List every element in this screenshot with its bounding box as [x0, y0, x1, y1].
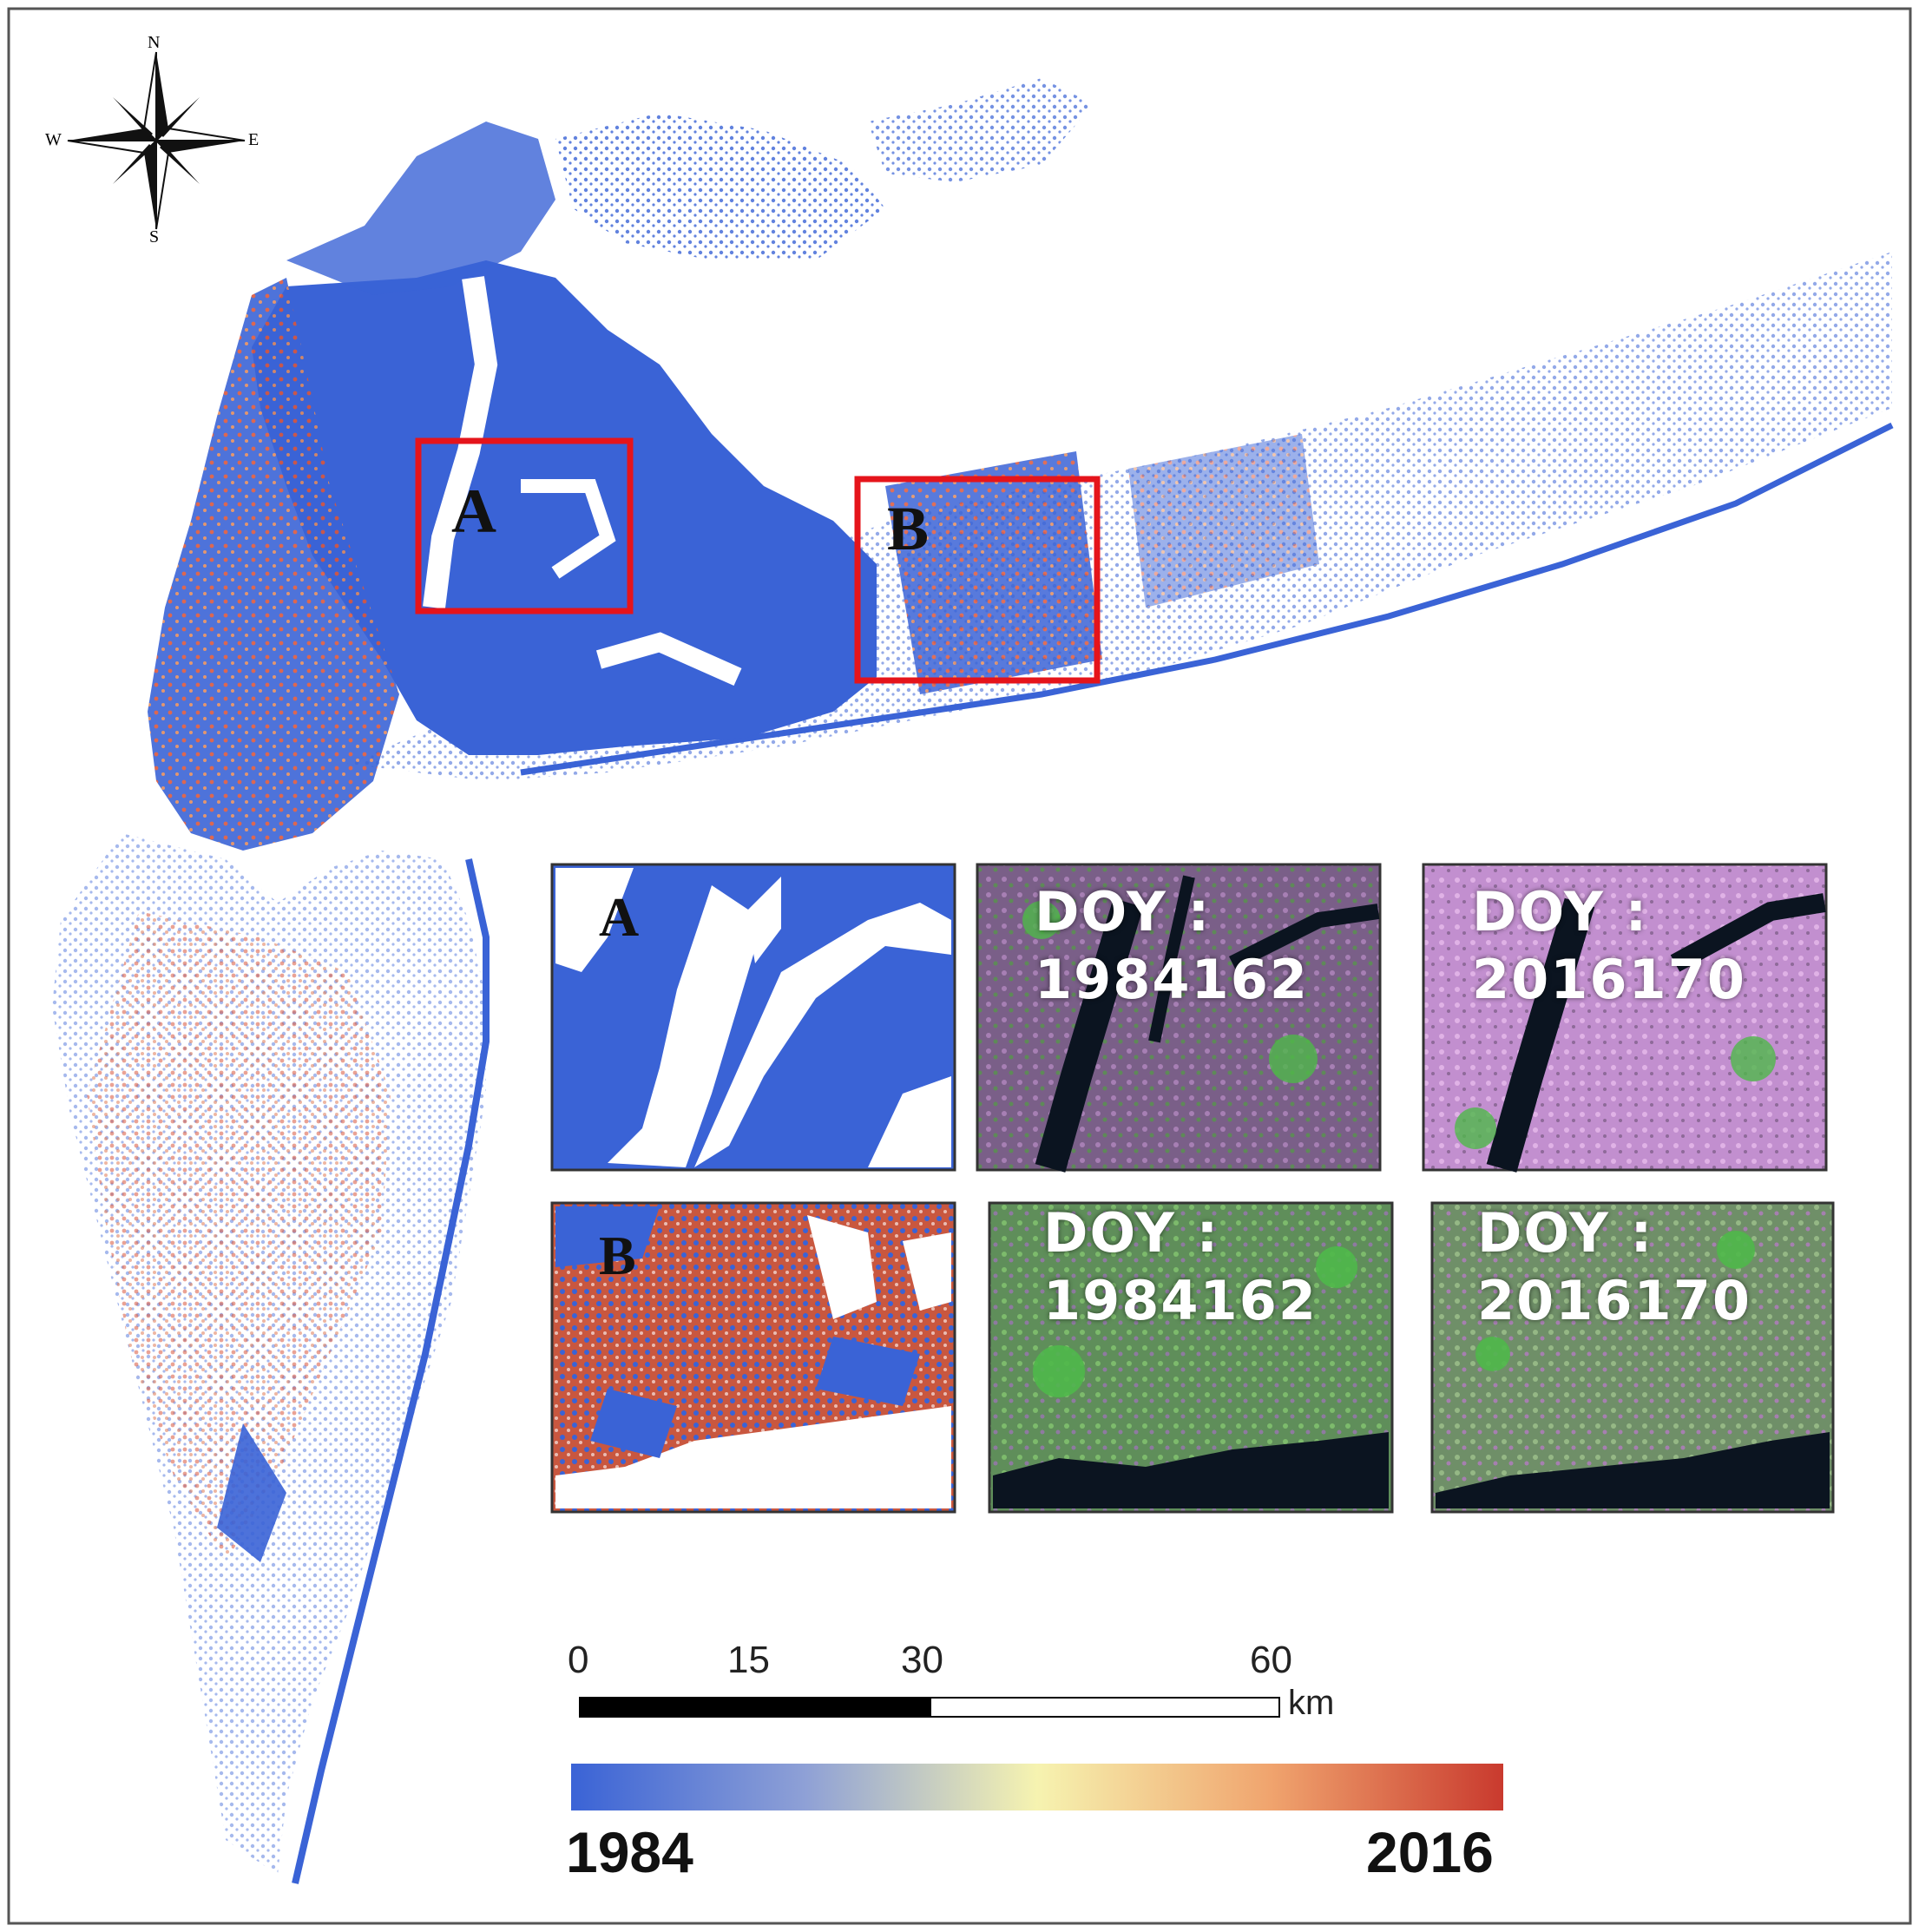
- compass-east-label: E: [248, 130, 260, 149]
- inset-a-satellite-2016: [1422, 863, 1828, 1173]
- inset-a-satellite-1984: [976, 863, 1382, 1173]
- region-a-label: A: [451, 476, 496, 546]
- scale-tick-60: 60: [1250, 1639, 1292, 1681]
- compass-north-label: N: [148, 33, 161, 52]
- new-jersey-landmass: [52, 278, 486, 1875]
- doy-value: 2016170: [1477, 1269, 1751, 1332]
- scale-bar: [579, 1697, 1280, 1718]
- nj-coastline: [292, 858, 490, 1884]
- scale-tick-0: 0: [568, 1639, 589, 1681]
- region-box-a[interactable]: [415, 437, 634, 614]
- inset-b-satellite-1984: [988, 1201, 1394, 1514]
- inset-a-classified: [550, 863, 956, 1172]
- doy-label: DOY :: [1472, 880, 1649, 943]
- inset-a-early-doy: DOY :1984162: [1035, 878, 1309, 1014]
- scale-unit: km: [1288, 1684, 1335, 1722]
- inset-a-label: A: [599, 886, 640, 948]
- inset-b-satellite-2016: [1430, 1201, 1835, 1514]
- legend-gradient-bar: [571, 1764, 1503, 1810]
- legend-max-label: 2016: [1366, 1820, 1494, 1884]
- inset-a-late-doy: DOY :2016170: [1472, 878, 1746, 1014]
- inset-b-classified: [550, 1201, 956, 1514]
- compass-rose: [67, 51, 246, 230]
- doy-value: 1984162: [1035, 948, 1309, 1011]
- legend-min-label: 1984: [566, 1820, 693, 1884]
- region-box-b[interactable]: [854, 476, 1101, 684]
- barrier-island: [520, 422, 1894, 776]
- inset-b-early-doy: DOY :1984162: [1043, 1199, 1318, 1335]
- nyc-core-urban: [252, 78, 1094, 755]
- compass-south-label: S: [149, 227, 160, 246]
- scale-tick-15: 15: [727, 1639, 770, 1681]
- doy-value: 2016170: [1472, 948, 1746, 1011]
- doy-label: DOY :: [1043, 1201, 1220, 1265]
- compass-west-label: W: [45, 130, 62, 149]
- doy-value: 1984162: [1043, 1269, 1318, 1332]
- inset-b-label: B: [599, 1225, 636, 1286]
- region-b-label: B: [887, 494, 930, 563]
- inset-b-late-doy: DOY :2016170: [1477, 1199, 1751, 1335]
- doy-label: DOY :: [1477, 1201, 1654, 1265]
- scale-tick-30: 30: [901, 1639, 943, 1681]
- doy-label: DOY :: [1035, 880, 1212, 943]
